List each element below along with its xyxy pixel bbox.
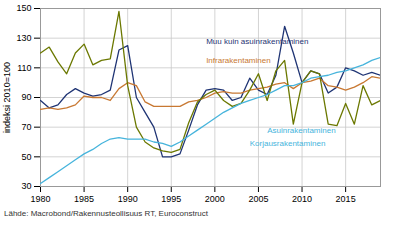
svg-text:1995: 1995 bbox=[161, 194, 181, 204]
svg-text:Korjausrakentaminen: Korjausrakentaminen bbox=[250, 139, 326, 148]
svg-text:2010: 2010 bbox=[292, 194, 312, 204]
svg-text:30: 30 bbox=[21, 181, 31, 191]
svg-text:indeksi 2010=100: indeksi 2010=100 bbox=[2, 62, 12, 133]
svg-text:2015: 2015 bbox=[336, 194, 356, 204]
svg-text:110: 110 bbox=[17, 63, 31, 73]
svg-text:Muu kuin asuinrakentaminen: Muu kuin asuinrakentaminen bbox=[206, 37, 308, 46]
html-text:Lähde: Macrobond/Rakennusteoll: Lähde: Macrobond/Rakennusteollisuus RT, … bbox=[4, 209, 208, 218]
svg-text:2005: 2005 bbox=[248, 194, 268, 204]
svg-text:70: 70 bbox=[21, 122, 31, 132]
svg-text:130: 130 bbox=[16, 33, 31, 43]
svg-text:90: 90 bbox=[21, 92, 31, 102]
svg-text:1985: 1985 bbox=[74, 194, 94, 204]
svg-text:150: 150 bbox=[16, 3, 31, 13]
svg-text:2000: 2000 bbox=[205, 194, 225, 204]
svg-text:50: 50 bbox=[21, 152, 31, 162]
svg-text:1990: 1990 bbox=[118, 194, 138, 204]
svg-text:1980: 1980 bbox=[30, 194, 50, 204]
svg-text:Infrarakentaminen: Infrarakentaminen bbox=[206, 56, 270, 65]
svg-text:Asuinrakentaminen: Asuinrakentaminen bbox=[267, 126, 335, 135]
